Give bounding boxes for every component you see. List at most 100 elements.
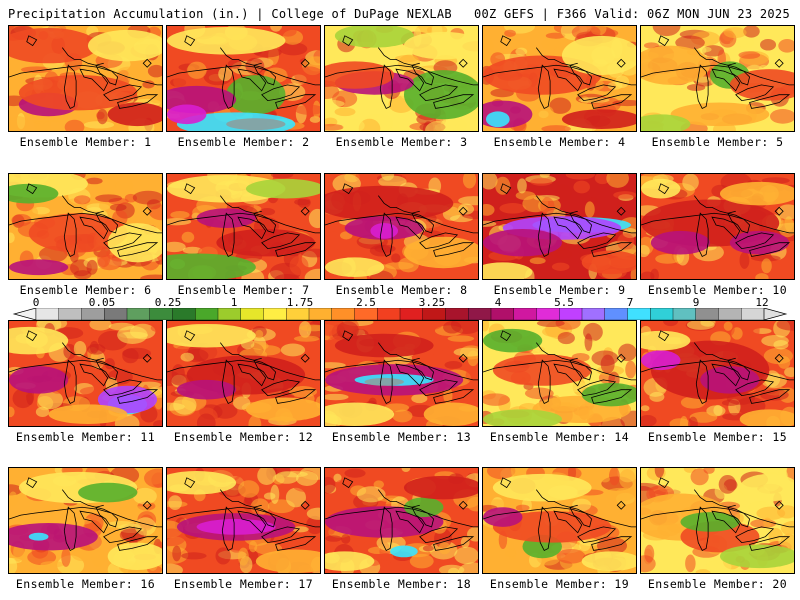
- geographic-outline: [641, 359, 794, 381]
- ensemble-map-panel[interactable]: [482, 467, 637, 574]
- colorbar-swatch: [149, 308, 173, 320]
- precip-region: [48, 404, 128, 425]
- field-texture: [688, 416, 698, 426]
- field-texture: [374, 244, 396, 253]
- colorbar-swatch: [718, 308, 742, 320]
- geographic-outline: [591, 94, 633, 109]
- colorbar-swatch: [263, 308, 287, 320]
- precip-region: [719, 544, 794, 569]
- geographic-outline: [500, 35, 512, 47]
- ensemble-member-label: Ensemble Member: 9: [493, 283, 626, 297]
- geographic-outline: [253, 359, 277, 381]
- geographic-outline: [500, 477, 512, 489]
- ensemble-member-label: Ensemble Member: 8: [335, 283, 468, 297]
- precip-region: [492, 354, 592, 386]
- geographic-outline: [577, 84, 617, 101]
- colorbar-tick-label: 4: [494, 296, 502, 309]
- field-texture: [663, 321, 679, 327]
- ensemble-map-panel[interactable]: [324, 320, 479, 427]
- colorbar-swatch: [741, 308, 765, 320]
- field-texture: [504, 549, 516, 558]
- field-texture: [529, 257, 546, 265]
- ensemble-map-panel[interactable]: [324, 173, 479, 280]
- geographic-outline: [553, 216, 583, 240]
- ensemble-map-panel[interactable]: [8, 173, 163, 280]
- field-texture: [483, 174, 498, 190]
- geographic-outline: [711, 216, 741, 240]
- geographic-outline: [569, 64, 593, 86]
- ensemble-map-panel[interactable]: [640, 25, 795, 132]
- geographic-outline: [261, 232, 301, 249]
- geographic-outline: [616, 58, 626, 68]
- geographic-outline: [167, 506, 320, 528]
- ensemble-member-label: Ensemble Member: 16: [15, 577, 156, 591]
- ensemble-map-panel[interactable]: [166, 25, 321, 132]
- field-texture: [149, 95, 162, 104]
- geographic-outline: [641, 64, 794, 86]
- geographic-outline: [727, 64, 751, 86]
- ensemble-map-panel[interactable]: [8, 25, 163, 132]
- field-texture: [458, 196, 478, 206]
- field-texture: [444, 361, 463, 369]
- ensemble-member-label: Ensemble Member: 7: [177, 283, 310, 297]
- geographic-outline: [79, 363, 109, 387]
- field-texture: [272, 330, 299, 344]
- ensemble-map-panel[interactable]: [324, 25, 479, 132]
- geographic-outline: [325, 359, 478, 381]
- ensemble-map-panel[interactable]: [166, 467, 321, 574]
- field-texture: [117, 66, 143, 78]
- field-texture: [86, 259, 98, 275]
- field-texture: [391, 253, 401, 263]
- colorbar-swatch: [240, 308, 264, 320]
- geographic-outline: [553, 510, 583, 534]
- field-texture: [467, 526, 478, 542]
- field-texture: [462, 174, 477, 189]
- field-texture: [641, 415, 657, 426]
- field-texture: [325, 321, 338, 337]
- ensemble-map-panel[interactable]: [166, 320, 321, 427]
- ensemble-map-panel[interactable]: [8, 320, 163, 427]
- field-texture: [210, 563, 235, 573]
- geographic-outline: [553, 68, 583, 92]
- ensemble-map-panel[interactable]: [640, 173, 795, 280]
- ensemble-map-panel[interactable]: [482, 320, 637, 427]
- geographic-outline: [591, 536, 633, 551]
- field-texture: [572, 498, 592, 512]
- ensemble-map-panel[interactable]: [640, 467, 795, 574]
- field-texture: [170, 210, 190, 219]
- geographic-outline: [616, 353, 626, 363]
- ensemble-map-panel[interactable]: [166, 173, 321, 280]
- field-texture: [196, 413, 216, 426]
- precip-field-map: [325, 26, 478, 131]
- ensemble-map-panel[interactable]: [482, 173, 637, 280]
- geographic-outline: [577, 526, 617, 543]
- field-texture: [270, 174, 294, 179]
- geographic-outline: [26, 330, 38, 342]
- field-texture: [524, 387, 554, 400]
- geographic-outline: [275, 389, 317, 404]
- ensemble-map-panel[interactable]: [324, 467, 479, 574]
- ensemble-map-panel[interactable]: [640, 320, 795, 427]
- precip-field-map: [641, 26, 794, 131]
- colorbar-tick-label: 1: [230, 296, 238, 309]
- geographic-outline: [253, 64, 277, 86]
- geographic-outline: [300, 353, 310, 363]
- field-texture: [718, 474, 737, 494]
- precip-field-map: [167, 321, 320, 426]
- precip-region: [245, 178, 320, 199]
- model-run-info: 00Z GEFS | F366 Valid: 06Z MON JUN 23 20…: [473, 7, 790, 21]
- field-texture: [132, 487, 157, 505]
- field-texture: [182, 246, 203, 254]
- field-texture: [515, 47, 528, 56]
- geographic-outline: [379, 64, 393, 109]
- colorbar-swatch: [104, 308, 128, 320]
- geographic-outline: [433, 242, 475, 257]
- field-texture: [454, 546, 478, 565]
- geographic-outline: [433, 94, 475, 109]
- field-texture: [83, 121, 115, 129]
- ensemble-map-panel[interactable]: [482, 25, 637, 132]
- field-texture: [517, 178, 527, 194]
- geographic-outline: [95, 64, 119, 86]
- precip-region: [325, 257, 385, 278]
- ensemble-map-panel[interactable]: [8, 467, 163, 574]
